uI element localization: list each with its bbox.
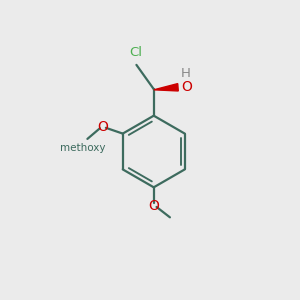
Text: O: O bbox=[181, 80, 192, 94]
Text: O: O bbox=[98, 120, 109, 134]
Text: Cl: Cl bbox=[129, 46, 142, 59]
Polygon shape bbox=[154, 84, 178, 91]
Text: H: H bbox=[181, 68, 191, 80]
Text: methoxy: methoxy bbox=[60, 143, 106, 153]
Text: O: O bbox=[148, 199, 159, 213]
